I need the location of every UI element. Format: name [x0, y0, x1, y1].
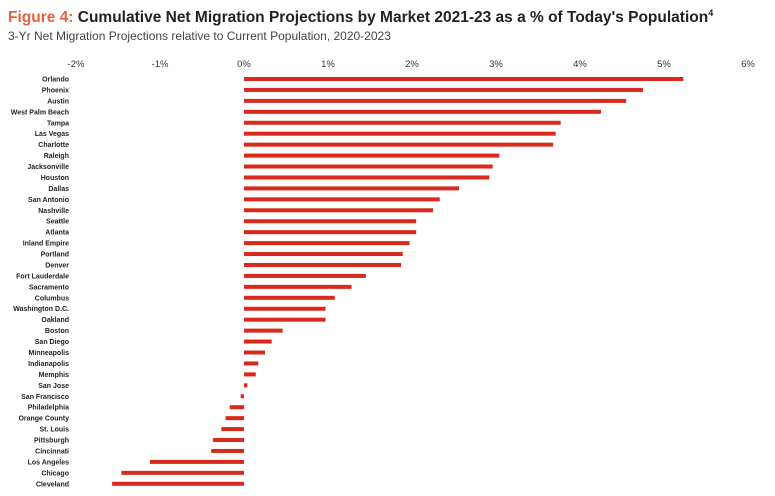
category-label: Oakland: [41, 317, 69, 324]
bar: [244, 252, 403, 257]
bar: [240, 394, 244, 399]
category-label: Nashville: [38, 208, 69, 215]
x-tick-label: 4%: [573, 59, 587, 70]
bar: [244, 197, 440, 202]
x-tick-label: -2%: [68, 59, 85, 70]
bar: [244, 350, 265, 355]
category-label: Los Angeles: [28, 459, 69, 466]
bar: [244, 164, 493, 169]
bar: [244, 306, 326, 311]
category-label: San Antonio: [28, 197, 69, 204]
category-label: Columbus: [35, 295, 69, 302]
bar: [211, 448, 244, 453]
bar: [244, 241, 410, 246]
bars-group: [112, 77, 684, 486]
category-label: Orange County: [18, 416, 69, 423]
bar: [244, 208, 433, 213]
bar: [244, 372, 256, 377]
x-tick-label: -1%: [152, 59, 169, 70]
bar: [244, 175, 490, 180]
bar: [244, 219, 417, 224]
bar: [244, 131, 556, 136]
bar: [121, 470, 244, 475]
figure-label: Figure 4:: [8, 9, 74, 27]
category-label: San Francisco: [21, 394, 69, 401]
category-label: Inland Empire: [23, 241, 69, 248]
footnote-mark: 4: [708, 8, 714, 18]
bar: [229, 405, 244, 410]
bar: [244, 284, 352, 289]
category-label: Las Vegas: [35, 131, 69, 138]
category-label: Boston: [45, 328, 69, 335]
x-axis: -2% -1% 0% 1% 2% 3% 4% 5% 6%: [68, 59, 756, 70]
bar: [244, 262, 402, 267]
bar: [225, 416, 244, 421]
bar: [244, 328, 283, 333]
category-label: Dallas: [48, 186, 69, 193]
category-label: West Palm Beach: [11, 109, 69, 116]
x-tick-label: 1%: [321, 59, 335, 70]
category-label: Fort Lauderdale: [16, 273, 69, 280]
bar: [244, 361, 259, 366]
category-label: Memphis: [39, 372, 69, 379]
bar: [244, 109, 601, 114]
x-tick-label: 2%: [405, 59, 419, 70]
category-label: Portland: [41, 252, 69, 259]
category-label: Houston: [41, 175, 69, 182]
category-label: Cleveland: [36, 481, 69, 488]
chart-subtitle: 3-Yr Net Migration Projections relative …: [8, 29, 391, 43]
category-labels: Orlando Phoenix Austin West Palm Beach Tampa…: [11, 77, 70, 489]
bar: [244, 87, 643, 92]
category-label: Indianapolis: [28, 361, 69, 368]
category-label: Tampa: [47, 120, 69, 127]
x-tick-label: 6%: [741, 59, 755, 70]
category-label: San Jose: [38, 383, 69, 390]
category-label: Washington D.C.: [13, 306, 69, 313]
category-label: Seattle: [46, 219, 69, 226]
category-label: Austin: [47, 98, 69, 105]
x-tick-label: 5%: [657, 59, 671, 70]
category-label: Orlando: [42, 77, 69, 84]
category-label: Phoenix: [42, 87, 69, 94]
category-label: Chicago: [41, 470, 69, 477]
category-label: St. Louis: [39, 427, 69, 434]
bar: [244, 339, 272, 344]
bar: [244, 142, 554, 147]
category-label: Sacramento: [29, 284, 69, 291]
bar: [149, 459, 244, 464]
x-tick-label: 0%: [237, 59, 251, 70]
x-tick-label: 3%: [489, 59, 503, 70]
bar: [244, 120, 561, 125]
category-label: Raleigh: [44, 153, 69, 160]
bar: [244, 153, 500, 158]
bar: [221, 427, 244, 432]
bar: [244, 273, 366, 278]
bar: [244, 295, 335, 300]
bar: [244, 186, 460, 191]
category-label: Pittsburgh: [34, 438, 69, 445]
category-label: Philadelphia: [28, 405, 69, 412]
bar: [244, 383, 248, 388]
category-label: San Diego: [35, 339, 69, 346]
title-text: Cumulative Net Migration Projections by …: [77, 9, 709, 27]
bar: [244, 77, 684, 81]
category-label: Jacksonville: [27, 164, 69, 171]
category-label: Denver: [45, 262, 69, 269]
category-label: Charlotte: [38, 142, 69, 149]
category-label: Minneapolis: [29, 350, 70, 357]
category-label: Atlanta: [45, 230, 69, 237]
category-label: Cincinnati: [35, 448, 69, 455]
bar: [244, 98, 627, 103]
bar: [244, 317, 326, 322]
bar: [112, 481, 245, 486]
bar: [212, 438, 244, 443]
bar: [244, 230, 417, 235]
chart-title: Figure 4: Cumulative Net Migration Proje…: [8, 8, 713, 27]
